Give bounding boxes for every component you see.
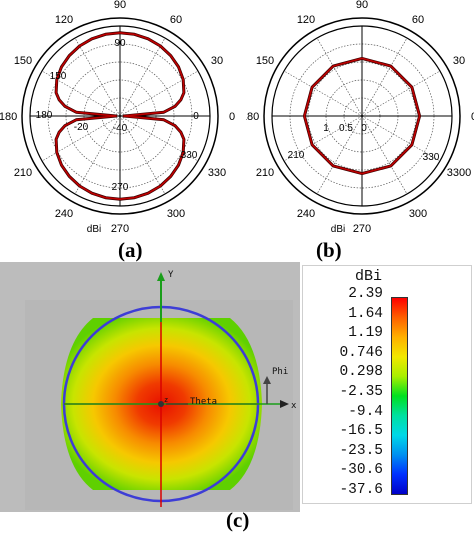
grid-spoke [316, 115, 363, 195]
inner-grid-label: 0.5 [339, 123, 353, 134]
inner-grid-label: 150 [50, 71, 67, 82]
angle-tick-label: 180 [0, 111, 17, 123]
grid-spoke [361, 115, 408, 195]
unit-label: dBi [87, 224, 101, 235]
grid-spoke [119, 115, 199, 162]
gain-curve [303, 57, 421, 175]
inner-grid-label: 90 [114, 38, 126, 49]
radiation-pattern-3d: Y x z Phi Theta [0, 262, 300, 512]
angle-tick-label: 3300 [447, 167, 471, 179]
inner-grid-label: 330 [181, 150, 198, 161]
colorbar-unit-label: dBi [355, 268, 383, 285]
unit-label: dBi [331, 224, 345, 235]
colorbar-tick-label: 2.39 [348, 286, 383, 302]
inner-grid-label: 0 [193, 111, 199, 122]
angle-tick-label: 330 [208, 167, 226, 179]
z-axis-label: z [164, 396, 168, 404]
grid-spoke [74, 115, 121, 195]
y-axis-label: Y [168, 270, 174, 280]
angle-tick-label: 150 [256, 55, 274, 67]
colorbar-tick-label: 0.746 [339, 344, 383, 361]
panel-label-b: (b) [316, 238, 342, 262]
outer-ring [21, 17, 219, 215]
inner-grid-label: 270 [112, 182, 129, 193]
colorbar-tick-label: 1.64 [348, 305, 383, 322]
x-axis-label: x [291, 401, 297, 411]
grid-spoke [119, 70, 199, 117]
inner-grid-label: -40 [113, 123, 128, 134]
colorbar-tick-label: -37.6 [339, 482, 383, 498]
angle-tick-label: 240 [55, 208, 73, 220]
angle-tick-label: 210 [256, 167, 274, 179]
polar-chart-b: 9060300330030027024021018015012033021010… [246, 0, 474, 235]
angle-tick-label: 270 [111, 223, 129, 235]
colorbar-tick-label: -2.35 [339, 384, 383, 400]
colorbar-panel: dBi 2.39 1.64 1.19 0.746 0.298 -2.35 -9.4 -16.5… [302, 265, 472, 504]
angle-tick-label: 120 [297, 14, 315, 26]
phi-arrow [263, 376, 271, 384]
inner-grid-label: 1 [323, 123, 329, 134]
x-axis-arrow [280, 400, 289, 408]
inner-grid-label: 210 [288, 150, 305, 161]
angle-tick-label: 60 [412, 14, 424, 26]
angle-tick-label: 300 [167, 208, 185, 220]
angle-tick-label: 240 [297, 208, 315, 220]
colorbar-gradient [391, 297, 408, 495]
angle-tick-label: 180 [246, 111, 259, 123]
angle-tick-label: 90 [114, 0, 126, 11]
polar-chart-a: 9060300330300270240210180150120900330270… [0, 0, 235, 235]
angle-tick-label: 120 [55, 14, 73, 26]
angle-tick-label: 60 [170, 14, 182, 26]
angle-tick-label: 300 [409, 208, 427, 220]
grid-spoke [41, 115, 121, 162]
outer-ring [263, 17, 461, 215]
grid-spoke [119, 115, 166, 195]
colorbar-tick-label: -23.5 [339, 442, 383, 459]
grid-spoke [74, 37, 121, 117]
colorbar-tick-label: 0.298 [339, 364, 383, 381]
angle-tick-label: 270 [353, 223, 371, 235]
grid-spoke [316, 37, 363, 117]
colorbar-tick-label: -9.4 [348, 403, 383, 420]
y-axis-arrow [157, 272, 165, 281]
inner-grid-label: 180 [36, 110, 53, 121]
angle-tick-label: 30 [453, 55, 465, 67]
inner-grid-label: 330 [423, 152, 440, 163]
grid-spoke [361, 37, 408, 117]
angle-tick-label: 210 [14, 167, 32, 179]
origin-marker [158, 401, 164, 407]
angle-tick-label: 0 [229, 111, 235, 123]
gain-curve [55, 31, 185, 200]
colorbar-tick-label: -16.5 [339, 423, 383, 440]
colorbar-tick-label: 1.19 [348, 325, 383, 342]
colorbar-tick-label: -30.6 [339, 462, 383, 479]
angle-tick-label: 30 [211, 55, 223, 67]
theta-label: Theta [190, 397, 217, 407]
inner-grid-label: 0 [361, 123, 367, 134]
angle-tick-label: 150 [14, 55, 32, 67]
inner-grid-label: -20 [74, 122, 89, 133]
panel-label-a: (a) [118, 238, 143, 262]
phi-label: Phi [272, 367, 288, 377]
angle-tick-label: 0 [471, 111, 474, 123]
grid-spoke [119, 37, 166, 117]
grid-spoke [41, 70, 121, 117]
angle-tick-label: 90 [356, 0, 368, 11]
